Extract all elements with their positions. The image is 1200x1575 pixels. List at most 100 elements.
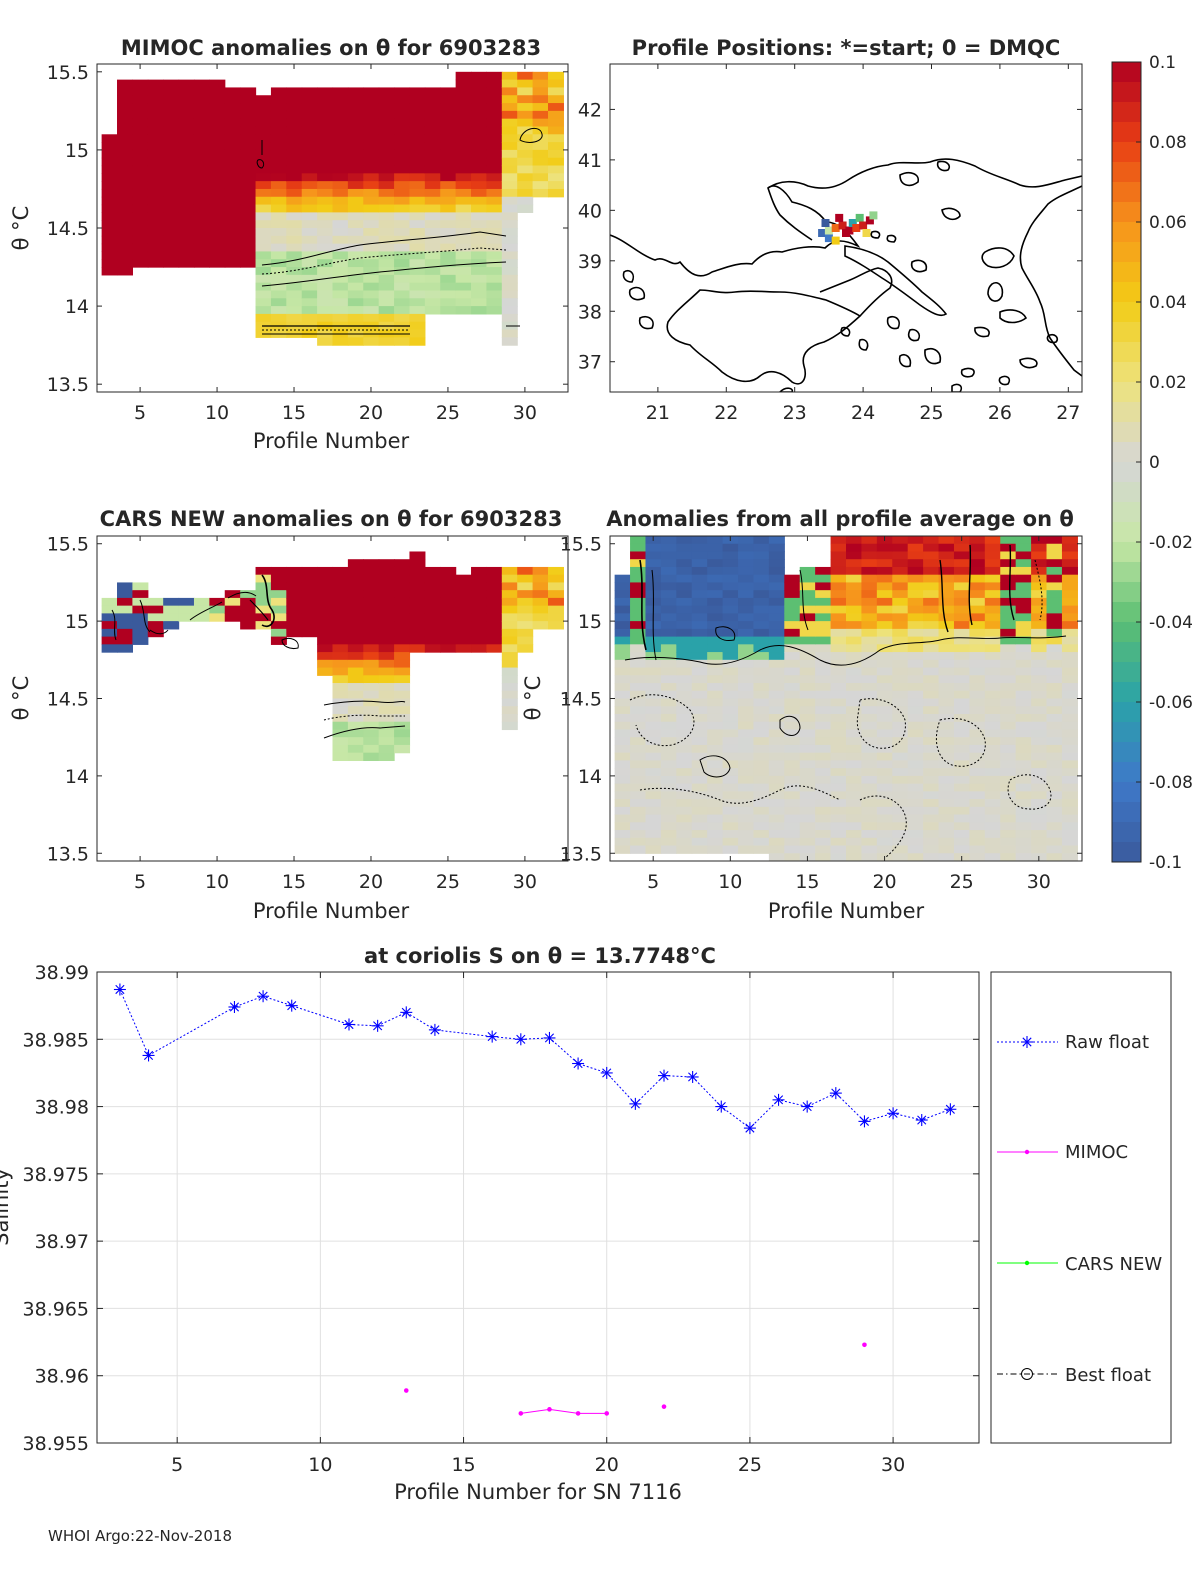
heatmap-cell	[984, 597, 1001, 607]
heatmap-cell	[830, 713, 847, 723]
raw-float-star-marker	[228, 1000, 241, 1013]
heatmap-cell	[1031, 543, 1048, 553]
heatmap-cell	[799, 667, 816, 676]
heatmap-cell	[892, 706, 909, 715]
heatmap-cell	[1015, 613, 1032, 622]
profile-position-markers	[818, 211, 878, 245]
heatmap-cell	[424, 613, 441, 622]
heatmap-cell	[984, 621, 1001, 630]
heatmap-cell	[707, 613, 724, 622]
heatmap-cell	[1015, 605, 1032, 614]
heatmap-cell	[953, 791, 970, 800]
heatmap-cell	[409, 574, 426, 584]
x-tick-label: 15	[795, 871, 819, 893]
x-tick-label: 10	[718, 871, 742, 893]
heatmap-cell	[117, 188, 133, 198]
heatmap-cell	[707, 675, 724, 684]
heatmap-cell	[645, 675, 662, 684]
salinity-axes-box	[96, 971, 980, 1444]
heatmap-cell	[501, 87, 518, 96]
heatmap-cell	[501, 690, 518, 700]
heatmap-cell	[892, 721, 909, 731]
heatmap-cell	[501, 149, 518, 159]
heatmap-cell	[753, 822, 770, 831]
heatmap-cell	[255, 582, 272, 591]
heatmap-cell	[907, 644, 924, 653]
heatmap-cell	[347, 228, 364, 237]
allavg-contour-solid-a	[779, 715, 801, 736]
heatmap-cell	[645, 768, 662, 777]
heatmap-cell	[938, 636, 955, 645]
heatmap-cell	[1031, 628, 1048, 638]
heatmap-cell	[378, 157, 395, 167]
heatmap-cell	[861, 822, 878, 831]
heatmap-cell	[455, 142, 472, 151]
heatmap-cell	[117, 259, 133, 268]
heatmap-cell	[471, 118, 488, 128]
heatmap-cell	[1015, 768, 1032, 777]
heatmap-cell	[363, 652, 380, 661]
heatmap-cell	[676, 760, 693, 769]
y-tick-label: 14.5	[560, 689, 602, 711]
heatmap-cell	[517, 605, 534, 614]
heatmap-cell	[892, 814, 909, 823]
heatmap-cell	[984, 760, 1001, 769]
heatmap-cell	[101, 597, 118, 607]
heatmap-cell	[347, 290, 364, 299]
heatmap-cell	[455, 79, 472, 89]
heatmap-cell	[907, 791, 924, 800]
heatmap-cell	[707, 775, 724, 785]
heatmap-cell	[969, 752, 986, 762]
salinity-panel: at coriolis S on θ = 13.7748°C 5 10 15 20 25…	[0, 944, 1172, 1504]
heatmap-cell	[861, 783, 878, 792]
heatmap-cell	[317, 228, 334, 237]
heatmap-cell	[753, 775, 770, 785]
heatmap-cell	[1015, 752, 1032, 762]
heatmap-cell	[892, 690, 909, 700]
heatmap-cell	[163, 157, 180, 167]
heatmap-cell	[363, 559, 380, 568]
heatmap-cell	[969, 737, 986, 746]
heatmap-cell	[286, 118, 303, 128]
heatmap-cell	[753, 737, 770, 746]
heatmap-cell	[394, 667, 411, 676]
heatmap-cell	[1015, 543, 1032, 553]
heatmap-cell	[630, 806, 647, 816]
island-limnos	[941, 207, 961, 221]
heatmap-cell	[722, 597, 739, 607]
heatmap-cell	[163, 118, 180, 128]
heatmap-cell	[799, 574, 816, 584]
heatmap-cell	[938, 543, 955, 553]
heatmap-cell	[861, 713, 878, 723]
heatmap-cell	[892, 667, 909, 676]
heatmap-cell	[614, 636, 631, 645]
heatmap-cell	[286, 220, 303, 229]
y-tick-label: 38.97	[35, 1231, 89, 1253]
heatmap-cell	[363, 706, 380, 715]
heatmap-cell	[815, 737, 832, 746]
heatmap-cell	[799, 830, 816, 839]
heatmap-cell	[486, 149, 503, 159]
heatmap-cell	[691, 822, 708, 831]
heatmap-cell	[892, 652, 909, 661]
heatmap-cell	[163, 165, 180, 174]
colorbar-cell	[1112, 762, 1141, 783]
heatmap-cell	[815, 853, 832, 861]
heatmap-cell	[815, 621, 832, 630]
heatmap-cell	[799, 621, 816, 630]
heatmap-cell	[1000, 744, 1017, 754]
heatmap-cell	[147, 220, 164, 229]
profile-position-marker	[865, 216, 874, 225]
heatmap-cell	[117, 582, 133, 591]
heatmap-cell	[147, 95, 164, 104]
heatmap-cell	[984, 791, 1001, 800]
heatmap-cell	[347, 721, 364, 731]
heatmap-cell	[286, 110, 303, 120]
heatmap-cell	[861, 752, 878, 762]
heatmap-cell	[424, 298, 441, 307]
heatmap-cell	[440, 274, 457, 284]
heatmap-cell	[953, 752, 970, 762]
heatmap-cell	[193, 613, 210, 622]
heatmap-cell	[830, 744, 847, 754]
